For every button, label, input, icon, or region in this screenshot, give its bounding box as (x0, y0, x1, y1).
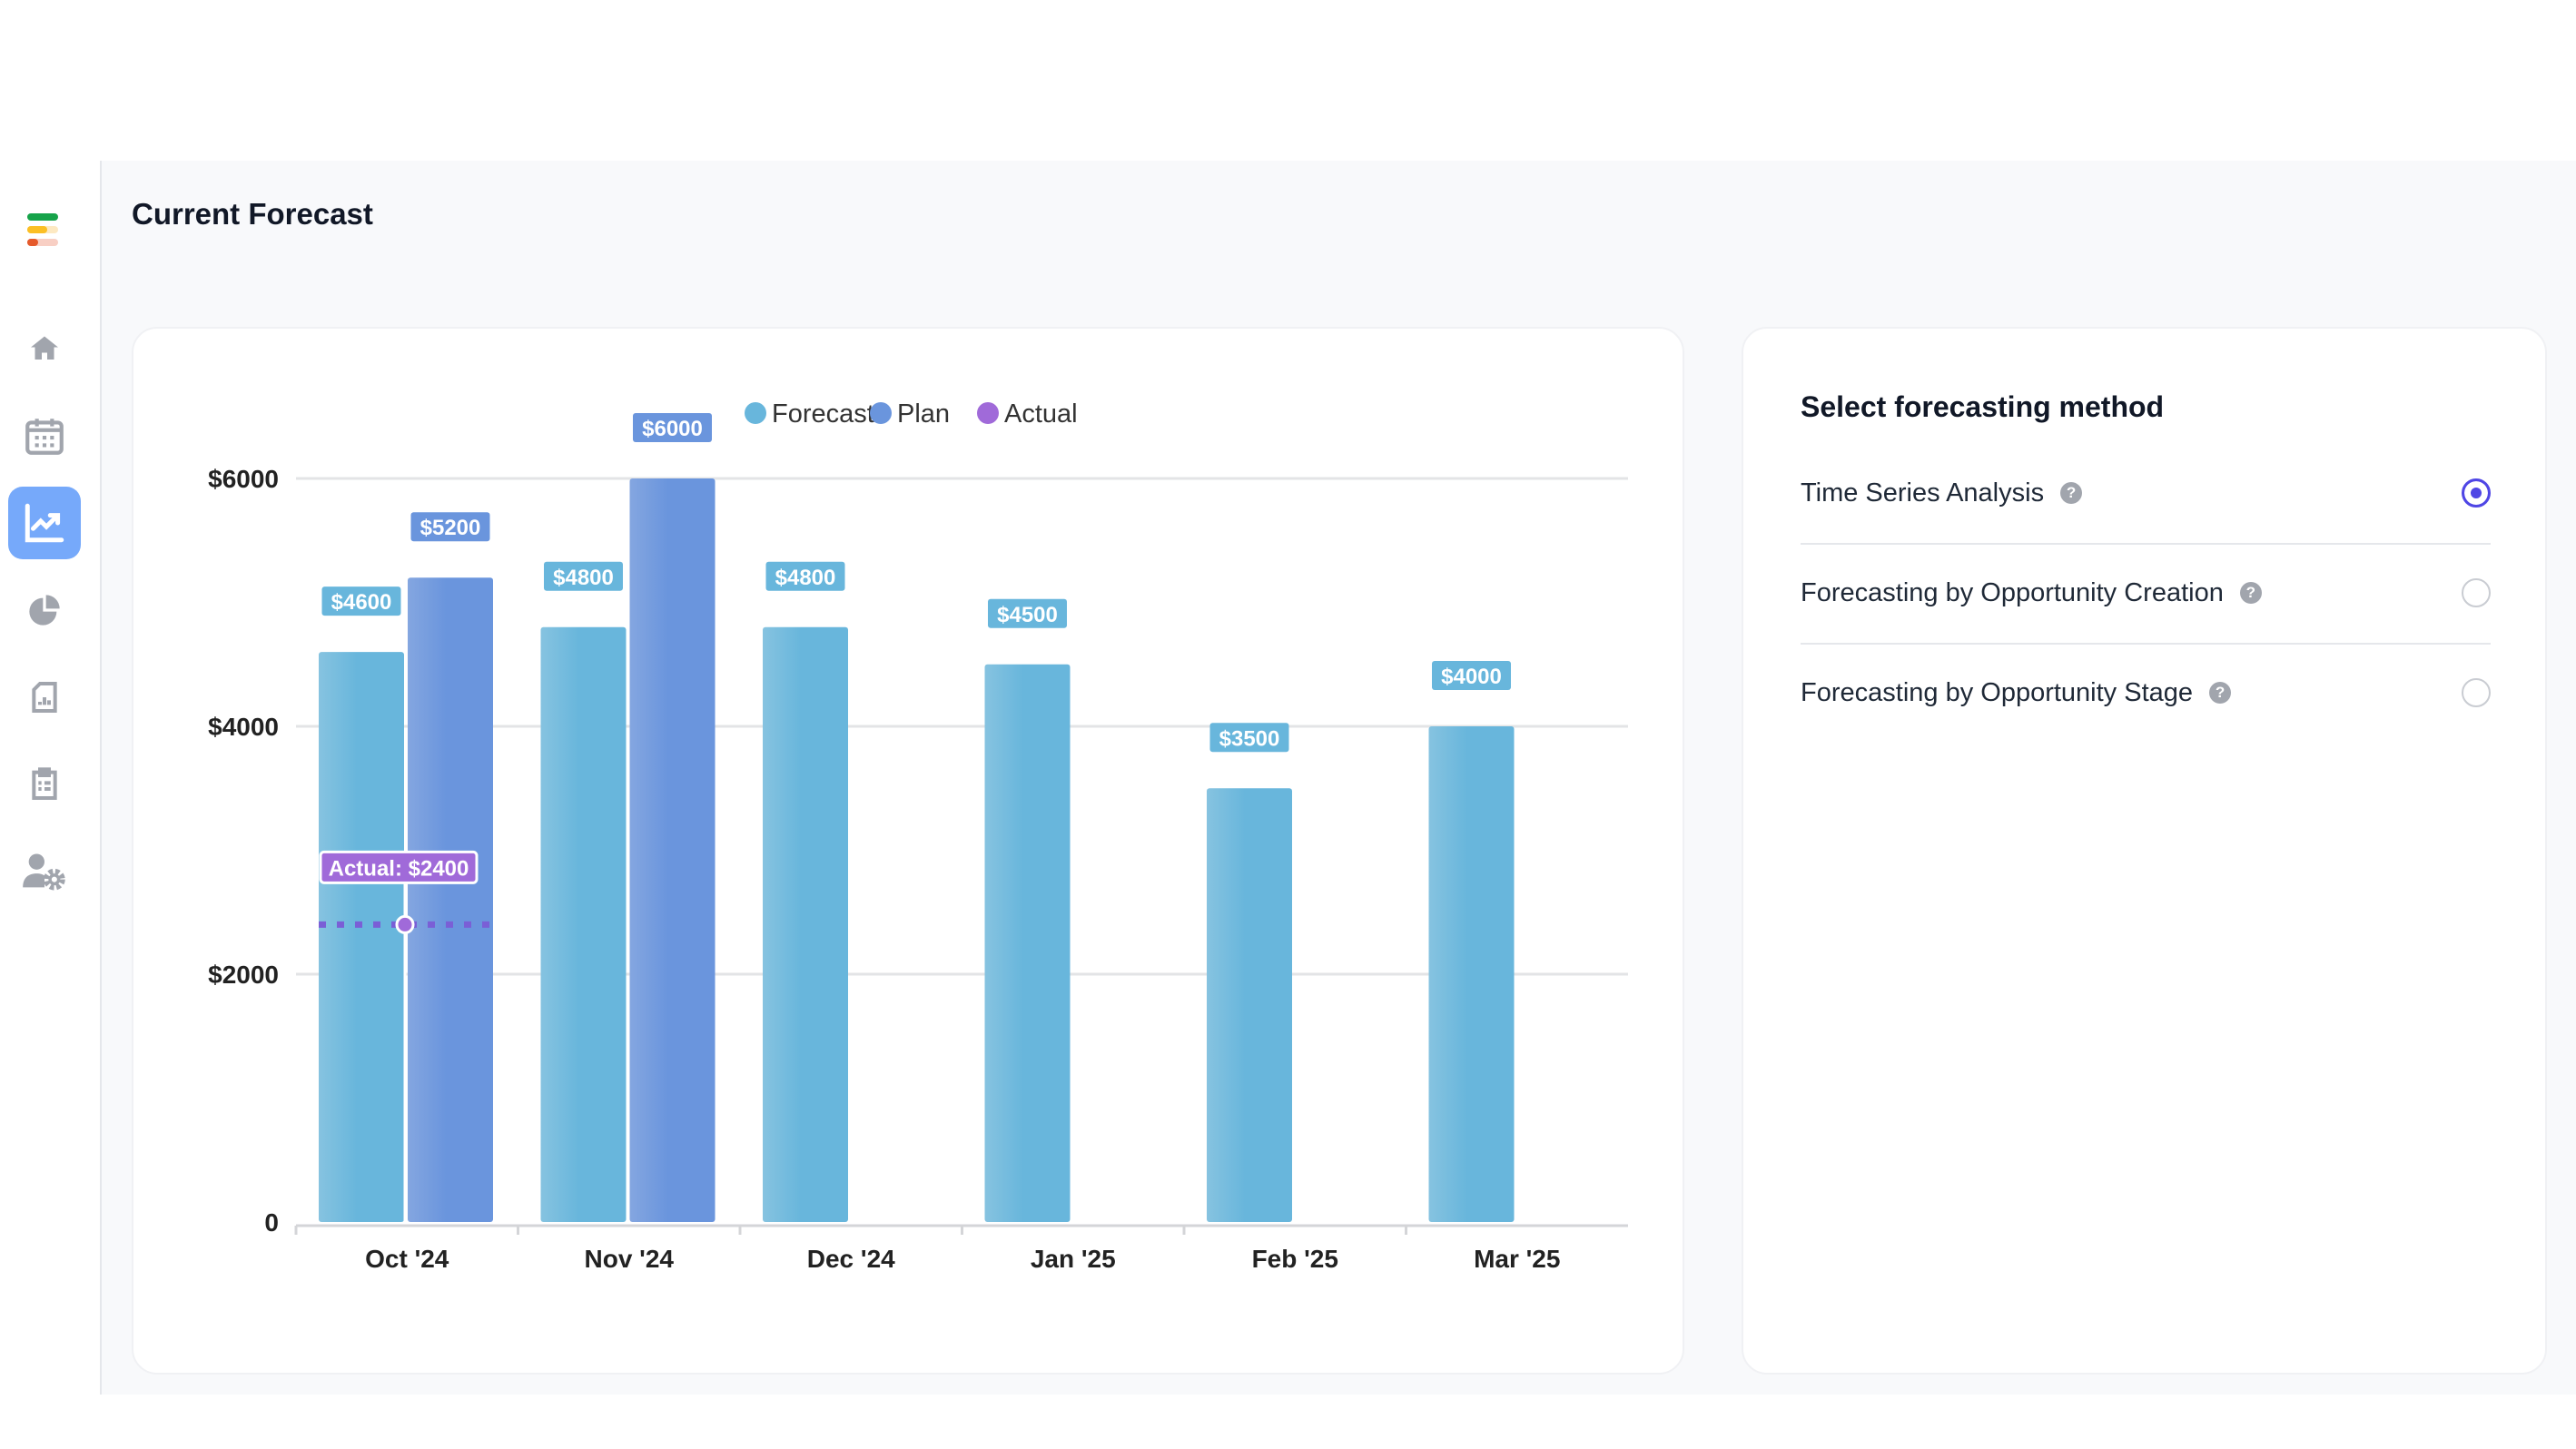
forecast-bar (763, 626, 848, 1222)
legend-marker-actual (977, 402, 999, 424)
user-settings-icon (23, 853, 65, 891)
data-label-bg (988, 598, 1067, 628)
x-tick-label: Jan '25 (1031, 1245, 1116, 1273)
pie-chart-icon (29, 595, 60, 626)
forecast-chart-card: 0 $2000 $4000 $6000 Oct '24 $4600 $5200 Actual:… (132, 327, 1684, 1375)
forecast-bar (1428, 726, 1515, 1222)
legend-label-forecast: Forecast (772, 399, 874, 429)
help-icon[interactable]: ? (2060, 482, 2083, 504)
radio-button[interactable] (2462, 578, 2491, 607)
method-option-time-series[interactable]: Time Series Analysis ? (1801, 443, 2491, 543)
forecast-bar (319, 652, 404, 1222)
data-label-bg (1209, 723, 1289, 753)
sidebar-item-report[interactable] (8, 661, 81, 734)
data-label-bg (410, 512, 490, 542)
data-label: $5200 (420, 516, 481, 540)
sidebar-item-home[interactable] (8, 312, 81, 385)
trending-chart-icon (25, 503, 64, 543)
calendar-icon (25, 419, 64, 455)
y-tick-label: $6000 (208, 465, 279, 493)
method-panel-title: Select forecasting method (1801, 390, 2165, 423)
divider (1801, 543, 2491, 545)
divider (1801, 643, 2491, 645)
x-tick-label: Nov '24 (585, 1245, 675, 1273)
sidebar-item-pie[interactable] (8, 574, 81, 646)
sidebar-item-clipboard[interactable] (8, 748, 81, 821)
data-label-bg (321, 586, 401, 616)
data-label: $4800 (775, 566, 836, 590)
data-label-bg (633, 413, 712, 442)
data-label-bg (765, 561, 845, 591)
data-label: $4800 (553, 566, 614, 590)
forecast-bar (540, 626, 627, 1222)
sidebar-item-calendar[interactable] (8, 399, 81, 472)
method-option-opportunity-creation[interactable]: Forecasting by Opportunity Creation ? (1801, 543, 2491, 643)
x-tick-label: Dec '24 (807, 1245, 895, 1273)
legend-marker-forecast (745, 402, 766, 424)
x-tick-label: Feb '25 (1252, 1245, 1338, 1273)
y-tick-label: 0 (264, 1208, 279, 1237)
actual-label: Actual: $2400 (329, 856, 469, 881)
sidebar-item-user-settings[interactable] (8, 835, 81, 908)
help-icon[interactable]: ? (2239, 582, 2262, 604)
data-label: $4600 (331, 590, 392, 615)
forecast-bar (1207, 788, 1292, 1222)
x-tick-label: Oct '24 (365, 1245, 449, 1273)
method-option-opportunity-stage[interactable]: Forecasting by Opportunity Stage ? (1801, 643, 2491, 743)
forecast-method-card: Select forecasting method Time Series An… (1742, 327, 2547, 1375)
legend-label-actual: Actual (1004, 399, 1078, 429)
y-tick-label: $4000 (208, 713, 279, 741)
actual-point (395, 914, 415, 934)
radio-button[interactable] (2462, 478, 2491, 508)
radio-button[interactable] (2462, 678, 2491, 707)
forecast-bar (984, 664, 1071, 1222)
data-label-bg (544, 561, 623, 591)
actual-label-bg (319, 850, 479, 884)
option-label: Forecasting by Opportunity Stage (1801, 677, 2194, 707)
logo-icon (27, 212, 60, 256)
legend-marker-plan (870, 402, 892, 424)
page-title: Current Forecast (132, 197, 373, 231)
data-label: $6000 (642, 417, 703, 441)
option-label: Forecasting by Opportunity Creation (1801, 577, 2224, 607)
data-label: $4500 (997, 603, 1058, 627)
help-icon[interactable]: ? (2209, 682, 2232, 704)
home-icon (31, 336, 58, 360)
forecast-chart: 0 $2000 $4000 $6000 Oct '24 $4600 $5200 Actual:… (208, 399, 1628, 1273)
app: Current Forecast 0 $2000 $4000 $6000 Oct '24… (0, 161, 2576, 1395)
plan-bar (629, 478, 716, 1222)
sidebar (0, 161, 102, 1395)
data-label-bg (1432, 661, 1511, 690)
clipboard-icon (32, 767, 57, 800)
y-tick-label: $2000 (208, 961, 279, 989)
data-label: $3500 (1219, 726, 1280, 751)
data-label: $4000 (1441, 665, 1502, 689)
x-tick-label: Mar '25 (1474, 1245, 1560, 1273)
option-label: Time Series Analysis (1801, 478, 2045, 508)
sidebar-item-forecast[interactable] (8, 487, 81, 559)
plan-bar (408, 577, 493, 1222)
legend-label-plan: Plan (897, 399, 950, 429)
report-icon (32, 682, 57, 713)
